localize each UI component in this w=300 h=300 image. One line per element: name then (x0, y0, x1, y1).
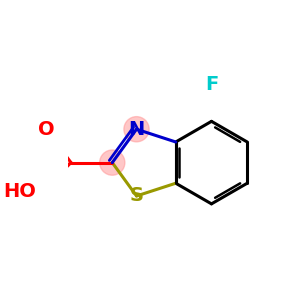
Text: HO: HO (3, 182, 36, 201)
Text: F: F (205, 75, 218, 94)
Text: O: O (38, 120, 55, 139)
Circle shape (100, 150, 125, 175)
Text: N: N (128, 120, 145, 139)
Text: S: S (130, 187, 143, 206)
Circle shape (124, 117, 149, 142)
